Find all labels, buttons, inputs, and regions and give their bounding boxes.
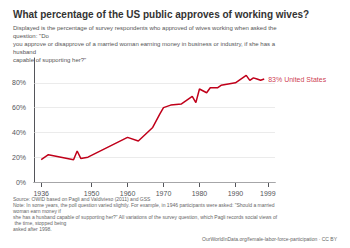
svg-text:20%: 20%	[12, 154, 26, 161]
svg-text:60%: 60%	[12, 104, 26, 111]
svg-text:1950: 1950	[83, 190, 100, 197]
svg-text:83% United States: 83% United States	[268, 76, 326, 83]
svg-text:Displayed is the percentage of: Displayed is the percentage of survey re…	[13, 25, 278, 31]
svg-text:What percentage of the US publ: What percentage of the US public approve…	[13, 9, 309, 20]
svg-text:1980: 1980	[192, 190, 208, 197]
svg-text:Note: In some years, the poll: Note: In some years, the poll question v…	[13, 202, 276, 208]
svg-text:OurWorldInData.org/female-labo: OurWorldInData.org/female-labor-force-pa…	[202, 236, 338, 242]
svg-text:1960: 1960	[119, 190, 136, 197]
svg-text:40%: 40%	[12, 129, 26, 136]
svg-text:Source: OWID based on Pagli an: Source: OWID based on Pagli and Valdivie…	[13, 196, 151, 202]
svg-text:question: "Do: question: "Do	[13, 33, 49, 39]
svg-text:she has a husband capable of s: she has a husband capable of supporting …	[13, 214, 278, 220]
svg-text:0%: 0%	[16, 179, 26, 186]
svg-text:husband: husband	[13, 49, 36, 55]
svg-text:woman earn money if: woman earn money if	[13, 208, 61, 214]
svg-text:1970: 1970	[156, 190, 172, 197]
svg-text:1990: 1990	[228, 190, 244, 197]
svg-text:the time, stopped being: the time, stopped being	[13, 220, 67, 226]
svg-text:80%: 80%	[12, 79, 26, 86]
svg-text:asked after 1998.: asked after 1998.	[13, 226, 52, 232]
svg-text:1936: 1936	[33, 190, 49, 197]
svg-text:1999: 1999	[260, 190, 276, 197]
svg-text:you approve or disapprove of a: you approve or disapprove of a married w…	[13, 41, 277, 47]
svg-text:capable of supporting her?": capable of supporting her?"	[13, 57, 86, 63]
